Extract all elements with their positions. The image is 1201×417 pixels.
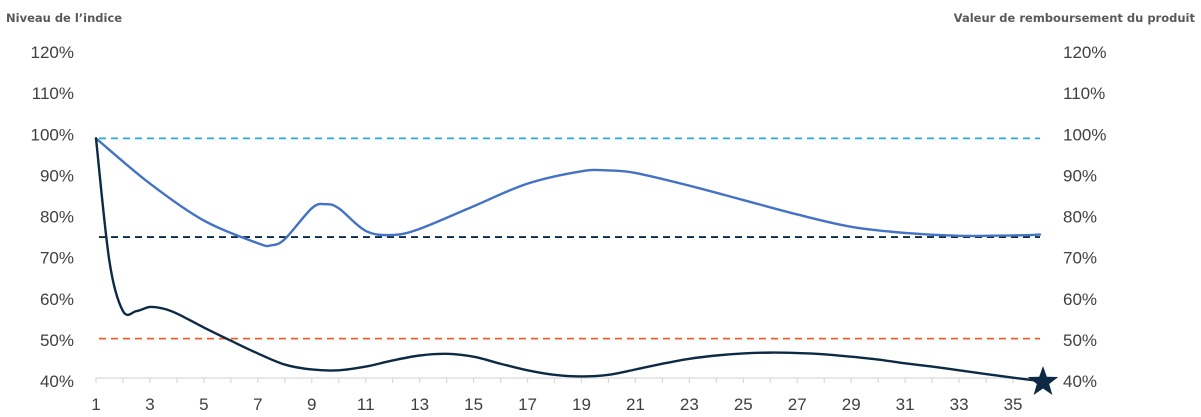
x-tick-label: 31 bbox=[896, 395, 915, 414]
x-tick-label: 17 bbox=[518, 395, 537, 414]
y-tick-label-left: 80% bbox=[40, 208, 74, 227]
y-tick-label-right: 70% bbox=[1063, 249, 1097, 268]
x-tick-label: 9 bbox=[307, 395, 316, 414]
x-tick-label: 15 bbox=[464, 395, 483, 414]
redemption-value-line bbox=[94, 137, 1042, 383]
x-tick-label: 27 bbox=[788, 395, 807, 414]
y-tick-label-right: 50% bbox=[1063, 331, 1097, 350]
x-tick-label: 25 bbox=[734, 395, 753, 414]
x-tick-label: 21 bbox=[626, 395, 645, 414]
y-tick-label-left: 50% bbox=[40, 331, 74, 350]
y-tick-label-left: 90% bbox=[40, 166, 74, 185]
left-axis-title: Niveau de l’indice bbox=[6, 11, 123, 25]
x-tick-label: 29 bbox=[842, 395, 861, 414]
x-tick-label: 23 bbox=[680, 395, 699, 414]
y-tick-label-right: 60% bbox=[1063, 290, 1097, 309]
star-marker bbox=[1027, 366, 1059, 395]
y-tick-label-right: 90% bbox=[1063, 166, 1097, 185]
x-tick-label: 33 bbox=[950, 395, 969, 414]
y-tick-label-right: 120% bbox=[1063, 43, 1106, 62]
y-tick-label-right: 80% bbox=[1063, 208, 1097, 227]
index-level-line bbox=[94, 137, 1042, 248]
x-tick-label: 35 bbox=[1004, 395, 1023, 414]
x-tick-label: 11 bbox=[357, 395, 375, 414]
x-tick-label: 3 bbox=[145, 395, 154, 414]
y-tick-label-left: 100% bbox=[31, 125, 74, 144]
y-tick-label-right: 100% bbox=[1063, 125, 1106, 144]
right-axis-title: Valeur de remboursement du produit bbox=[953, 11, 1195, 25]
y-tick-label-left: 70% bbox=[40, 249, 74, 268]
x-tick-label: 1 bbox=[91, 395, 100, 414]
y-tick-label-left: 120% bbox=[31, 43, 74, 62]
x-tick-label: 7 bbox=[253, 395, 262, 414]
x-tick-label: 19 bbox=[572, 395, 591, 414]
y-tick-label-right: 110% bbox=[1063, 84, 1105, 103]
y-tick-label-left: 60% bbox=[40, 290, 74, 309]
y-tick-label-left: 40% bbox=[40, 372, 74, 391]
y-tick-label-left: 110% bbox=[32, 84, 74, 103]
x-tick-label: 5 bbox=[199, 395, 208, 414]
y-tick-label-right: 40% bbox=[1063, 372, 1097, 391]
x-tick-label: 13 bbox=[410, 395, 429, 414]
